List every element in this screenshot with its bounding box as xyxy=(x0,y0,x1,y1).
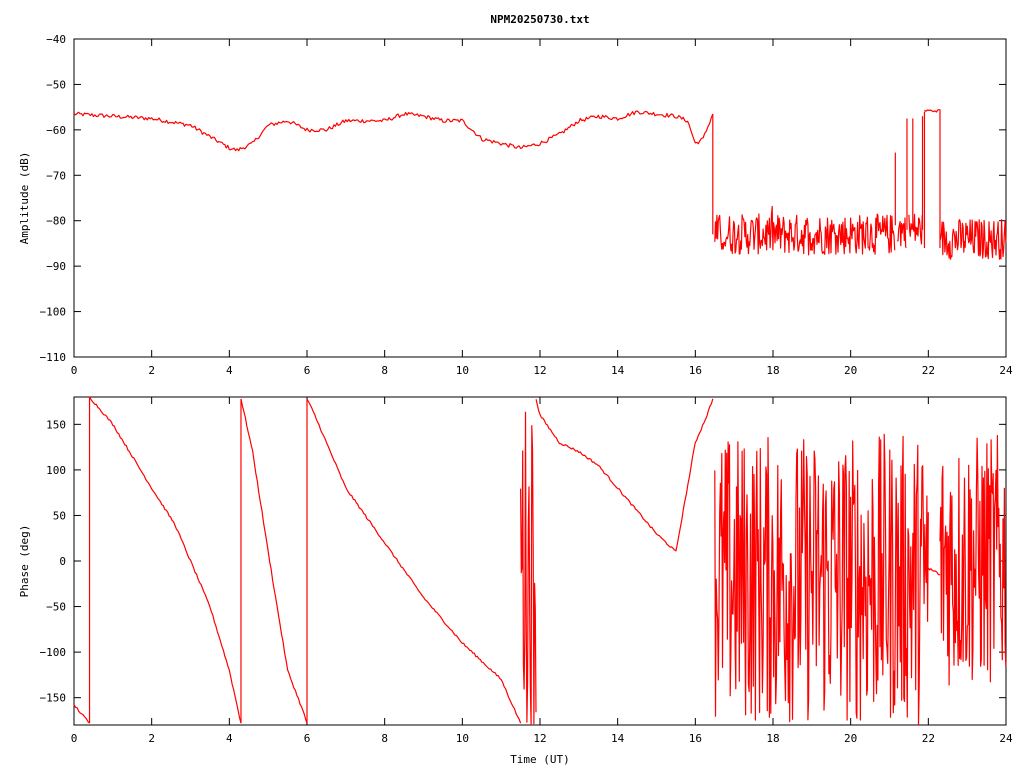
amplitude-y-tick-label: −40 xyxy=(46,33,66,46)
phase-x-tick-label: 24 xyxy=(999,732,1013,745)
amplitude-y-tick-label: −60 xyxy=(46,124,66,137)
amplitude-y-tick-label: −70 xyxy=(46,169,66,182)
amplitude-noise-segment xyxy=(714,205,896,256)
x-axis-label: Time (UT) xyxy=(510,753,570,766)
phase-x-tick-label: 12 xyxy=(533,732,546,745)
phase-x-tick-label: 0 xyxy=(71,732,78,745)
phase-x-tick-label: 20 xyxy=(844,732,857,745)
amplitude-series xyxy=(73,109,1007,260)
amplitude-y-tick-label: −80 xyxy=(46,215,66,228)
phase-y-tick-label: −100 xyxy=(40,646,67,659)
amplitude-noise-segment xyxy=(908,213,923,245)
chart-title: NPM20250730.txt xyxy=(490,13,589,26)
amplitude-x-tick-label: 6 xyxy=(304,364,311,377)
amplitude-x-tick-label: 16 xyxy=(689,364,702,377)
phase-series-line xyxy=(306,398,522,724)
phase-y-tick-label: 150 xyxy=(46,418,66,431)
phase-y-tick-label: −50 xyxy=(46,601,66,614)
phase-series-line xyxy=(927,567,941,576)
amplitude-y-tick-label: −90 xyxy=(46,260,66,273)
phase-x-tick-label: 18 xyxy=(766,732,779,745)
phase-y-tick-label: 0 xyxy=(59,555,66,568)
amplitude-x-tick-label: 20 xyxy=(844,364,857,377)
phase-x-tick-label: 10 xyxy=(456,732,469,745)
amplitude-y-axis-label: Amplitude (dB) xyxy=(18,152,31,245)
amplitude-y-tick-label: −50 xyxy=(46,78,66,91)
phase-x-tick-label: 2 xyxy=(148,732,155,745)
phase-noise-segment xyxy=(939,435,1007,686)
phase-y-tick-label: 100 xyxy=(46,464,66,477)
phase-y-ticks: −150 −100 −50 0 50 100 150 xyxy=(40,418,1006,705)
amplitude-x-tick-label: 8 xyxy=(381,364,388,377)
amplitude-x-tick-label: 18 xyxy=(766,364,779,377)
phase-x-tick-label: 6 xyxy=(304,732,311,745)
phase-series xyxy=(73,396,1007,726)
amplitude-y-tick-label: −110 xyxy=(40,351,67,364)
amplitude-x-tick-label: 12 xyxy=(533,364,546,377)
phase-noise-segment xyxy=(714,433,929,726)
amplitude-x-ticks: 0 2 4 6 8 10 12 14 16 18 20 22 24 xyxy=(71,39,1013,377)
amplitude-x-tick-label: 0 xyxy=(71,364,78,377)
phase-series-line xyxy=(240,398,308,724)
phase-x-ticks: 0 2 4 6 8 10 12 14 16 18 20 22 24 xyxy=(71,397,1013,745)
amplitude-series-line xyxy=(73,110,714,152)
amplitude-noise-segment xyxy=(939,219,1007,260)
amplitude-x-tick-label: 4 xyxy=(226,364,233,377)
amplitude-panel: −110−100−90−80−70−60−50−40 0 2 4 6 8 10 12 14 16… xyxy=(18,33,1013,377)
phase-x-tick-label: 4 xyxy=(226,732,233,745)
amplitude-y-tick-label: −100 xyxy=(40,306,67,319)
phase-series-line xyxy=(73,704,90,724)
phase-y-axis-label: Phase (deg) xyxy=(18,525,31,598)
amplitude-y-ticks: −110 −100 −90 −80 −70 −60 −50 −40 xyxy=(40,33,1006,364)
amplitude-plateau-line xyxy=(924,109,940,113)
phase-x-tick-label: 8 xyxy=(381,732,388,745)
phase-x-tick-label: 22 xyxy=(922,732,935,745)
phase-series-line xyxy=(88,396,242,724)
phase-y-tick-label: −150 xyxy=(40,692,67,705)
phase-x-tick-label: 16 xyxy=(689,732,702,745)
amplitude-frame xyxy=(73,38,1007,358)
phase-series-line xyxy=(535,398,714,552)
phase-y-tick-label: 50 xyxy=(53,509,66,522)
phase-x-tick-label: 14 xyxy=(611,732,625,745)
amplitude-x-tick-label: 2 xyxy=(148,364,155,377)
amplitude-x-tick-label: 10 xyxy=(456,364,469,377)
amplitude-x-tick-label: 22 xyxy=(922,364,935,377)
phase-noise-segment xyxy=(520,411,537,726)
amplitude-x-tick-label: 14 xyxy=(611,364,625,377)
amplitude-noise-segment xyxy=(896,217,907,249)
amplitude-x-tick-label: 24 xyxy=(999,364,1013,377)
